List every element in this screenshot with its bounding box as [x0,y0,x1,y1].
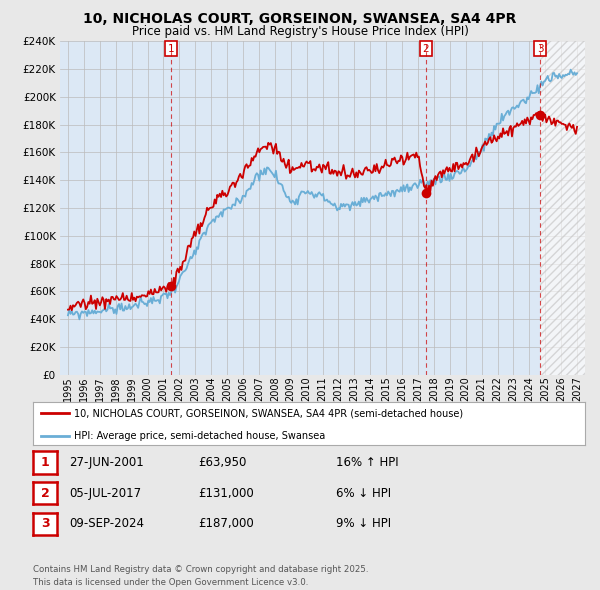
Text: £131,000: £131,000 [198,487,254,500]
Text: Price paid vs. HM Land Registry's House Price Index (HPI): Price paid vs. HM Land Registry's House … [131,25,469,38]
Bar [540,41,585,375]
Bar [540,41,585,375]
Text: 1: 1 [168,44,175,54]
Text: £63,950: £63,950 [198,456,247,469]
Text: 3: 3 [41,517,49,530]
Text: 2: 2 [422,44,429,54]
Text: 27-JUN-2001: 27-JUN-2001 [69,456,144,469]
Text: Contains HM Land Registry data © Crown copyright and database right 2025.
This d: Contains HM Land Registry data © Crown c… [33,565,368,587]
Bar [540,41,585,375]
Text: 10, NICHOLAS COURT, GORSEINON, SWANSEA, SA4 4PR (semi-detached house): 10, NICHOLAS COURT, GORSEINON, SWANSEA, … [74,408,464,418]
Text: 1: 1 [41,456,49,469]
Text: 16% ↑ HPI: 16% ↑ HPI [336,456,398,469]
Text: 6% ↓ HPI: 6% ↓ HPI [336,487,391,500]
Text: 2: 2 [41,487,49,500]
Text: 09-SEP-2024: 09-SEP-2024 [69,517,144,530]
Text: 3: 3 [537,44,544,54]
Text: 9% ↓ HPI: 9% ↓ HPI [336,517,391,530]
Text: £187,000: £187,000 [198,517,254,530]
Text: HPI: Average price, semi-detached house, Swansea: HPI: Average price, semi-detached house,… [74,431,326,441]
Text: 05-JUL-2017: 05-JUL-2017 [69,487,141,500]
Text: 10, NICHOLAS COURT, GORSEINON, SWANSEA, SA4 4PR: 10, NICHOLAS COURT, GORSEINON, SWANSEA, … [83,12,517,26]
